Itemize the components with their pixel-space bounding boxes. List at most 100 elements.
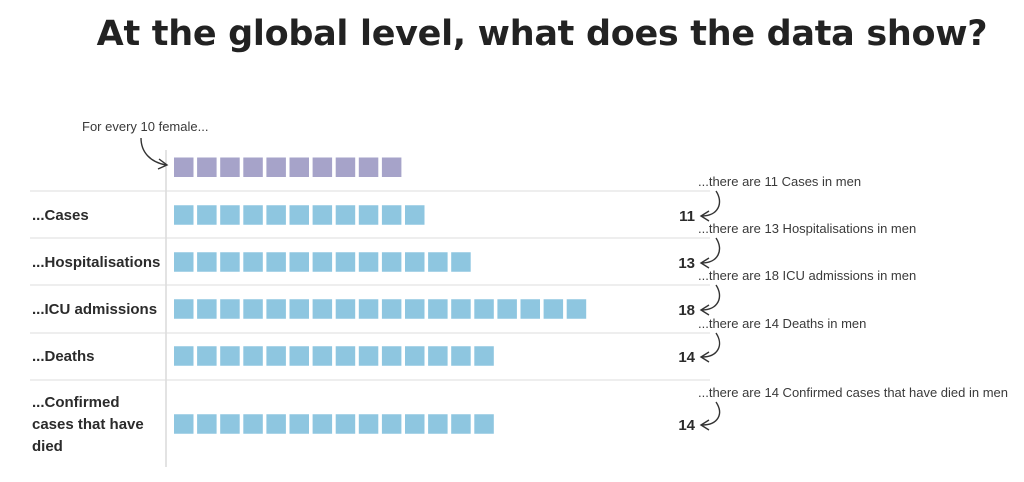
- female-unit-square: [381, 157, 402, 177]
- annotation-text: ...there are 14 Deaths in men: [698, 316, 866, 331]
- female-unit-square: [220, 157, 240, 177]
- male-unit-square: [451, 299, 471, 319]
- male-unit-square: [197, 252, 217, 272]
- annotation-arrow-head: [699, 257, 710, 269]
- male-unit-square: [566, 299, 587, 319]
- male-unit-square: [266, 205, 286, 225]
- male-unit-square: [381, 414, 402, 434]
- annotation-arrow-head: [699, 210, 710, 222]
- female-unit-square: [197, 157, 217, 177]
- value-label: 18: [678, 302, 695, 319]
- female-unit-square: [243, 157, 263, 177]
- male-unit-square: [312, 205, 333, 225]
- male-unit-square: [358, 414, 379, 434]
- male-unit-square: [543, 299, 564, 319]
- male-unit-square: [381, 252, 402, 272]
- male-unit-square: [474, 346, 494, 366]
- male-unit-square: [474, 299, 494, 319]
- male-unit-square: [266, 346, 286, 366]
- male-unit-square: [335, 299, 356, 319]
- male-unit-square: [243, 252, 263, 272]
- annotation-arrow-head: [699, 351, 710, 363]
- male-unit-square: [358, 299, 379, 319]
- female-unit-square: [358, 157, 379, 177]
- male-unit-square: [266, 252, 286, 272]
- male-unit-square: [220, 205, 240, 225]
- male-unit-square: [497, 299, 517, 319]
- male-unit-square: [220, 299, 240, 319]
- male-unit-square: [428, 346, 448, 366]
- value-label: 14: [678, 417, 695, 434]
- male-unit-square: [405, 205, 425, 225]
- male-unit-square: [428, 414, 448, 434]
- reference-label: For every 10 female...: [82, 119, 208, 134]
- male-unit-square: [381, 299, 402, 319]
- male-unit-square: [266, 299, 286, 319]
- male-unit-square: [428, 252, 448, 272]
- annotation-text: ...there are 13 Hospitalisations in men: [698, 221, 916, 236]
- female-unit-square: [335, 157, 356, 177]
- annotation-arrow: [701, 284, 721, 311]
- male-unit-square: [335, 414, 356, 434]
- male-unit-square: [358, 205, 379, 225]
- annotation-text: ...there are 14 Confirmed cases that hav…: [698, 385, 1008, 400]
- male-unit-square: [520, 299, 540, 319]
- annotation-arrow: [701, 332, 721, 358]
- male-unit-square: [266, 414, 286, 434]
- male-unit-square: [243, 205, 263, 225]
- male-unit-square: [428, 299, 448, 319]
- category-label: ...Deaths: [32, 348, 95, 365]
- male-unit-square: [174, 346, 194, 366]
- male-unit-square: [405, 414, 425, 434]
- male-unit-square: [197, 205, 217, 225]
- male-unit-square: [335, 252, 356, 272]
- male-unit-square: [451, 414, 471, 434]
- male-unit-square: [289, 205, 309, 225]
- annotation-text: ...there are 18 ICU admissions in men: [698, 268, 916, 283]
- male-unit-square: [312, 346, 333, 366]
- male-unit-square: [197, 414, 217, 434]
- male-unit-square: [335, 346, 356, 366]
- annotation-arrow: [701, 237, 721, 264]
- category-label: ...ICU admissions: [32, 301, 157, 318]
- annotation-arrow: [701, 401, 721, 426]
- male-unit-square: [381, 346, 402, 366]
- male-unit-square: [174, 414, 194, 434]
- annotation-arrow: [701, 190, 721, 217]
- male-unit-square: [312, 299, 333, 319]
- annotation-arrow-head: [699, 419, 710, 431]
- female-unit-square: [174, 157, 194, 177]
- male-unit-square: [405, 252, 425, 272]
- reference-arrow-head: [157, 158, 169, 170]
- male-unit-square: [220, 346, 240, 366]
- male-unit-square: [451, 252, 471, 272]
- male-unit-square: [174, 252, 194, 272]
- male-unit-square: [358, 346, 379, 366]
- female-unit-square: [266, 157, 286, 177]
- category-label: ...Hospitalisations: [32, 254, 160, 271]
- male-unit-square: [405, 346, 425, 366]
- male-unit-square: [174, 299, 194, 319]
- male-unit-square: [243, 346, 263, 366]
- value-label: 13: [678, 255, 695, 272]
- male-unit-square: [289, 414, 309, 434]
- male-unit-square: [335, 205, 356, 225]
- annotation-text: ...there are 11 Cases in men: [698, 174, 861, 189]
- value-label: 14: [678, 349, 695, 366]
- male-unit-square: [220, 252, 240, 272]
- male-unit-square: [289, 252, 309, 272]
- male-unit-square: [312, 252, 333, 272]
- male-unit-square: [381, 205, 402, 225]
- female-unit-square: [312, 157, 333, 177]
- male-unit-square: [243, 414, 263, 434]
- category-label: ...Cases: [32, 207, 89, 224]
- page-title: At the global level, what does the data …: [96, 14, 988, 54]
- male-unit-square: [174, 205, 194, 225]
- male-unit-square: [197, 346, 217, 366]
- male-unit-square: [289, 299, 309, 319]
- reference-arrow: [140, 137, 167, 166]
- male-unit-square: [312, 414, 333, 434]
- male-unit-square: [405, 299, 425, 319]
- male-unit-square: [197, 299, 217, 319]
